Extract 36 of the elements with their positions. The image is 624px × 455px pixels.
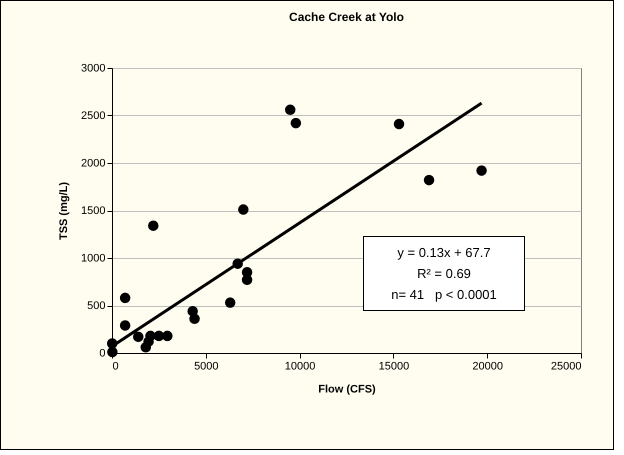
point bbox=[154, 330, 164, 342]
point bbox=[476, 165, 487, 176]
y-tick-label: 1000 bbox=[81, 252, 106, 264]
point bbox=[107, 346, 118, 358]
y-tick-label: 500 bbox=[87, 300, 106, 312]
point bbox=[290, 118, 302, 128]
annotation: n= 41 p < 0.0001 bbox=[390, 286, 498, 304]
y-tick-label: 0 bbox=[99, 348, 106, 360]
chart-title: Cache Creek at Yolo bbox=[289, 10, 404, 24]
point bbox=[189, 314, 200, 324]
point bbox=[284, 104, 296, 116]
point bbox=[238, 204, 249, 215]
annotation: y = 0.13x + 67.7 bbox=[396, 244, 492, 262]
point bbox=[133, 332, 144, 342]
point bbox=[148, 220, 159, 231]
x-tick-label: 15000 bbox=[378, 360, 410, 372]
y-tick-label: 2000 bbox=[81, 158, 106, 170]
x-tick-label: 10000 bbox=[284, 360, 316, 372]
point bbox=[242, 274, 252, 286]
x-tick-label: 25000 bbox=[550, 360, 582, 372]
x-tick-label: 5000 bbox=[194, 360, 219, 372]
annotation: R² = 0.69 bbox=[416, 265, 472, 283]
y-tick-label: 2500 bbox=[81, 110, 106, 122]
text-box: y = 0.13x + 67.7 R² = 0.69 n= 41 p < 0.0001 bbox=[363, 236, 525, 311]
x-tick-label: 20000 bbox=[472, 360, 503, 372]
point bbox=[120, 320, 130, 331]
point bbox=[394, 118, 404, 130]
point bbox=[162, 330, 173, 342]
x-tick-label: 0 bbox=[112, 360, 119, 372]
y-axis-title: TSS (mg/L) bbox=[58, 182, 70, 240]
point bbox=[224, 297, 236, 308]
x-axis-title: Flow (CFS) bbox=[318, 384, 376, 396]
y-tick-label: 1500 bbox=[81, 205, 106, 217]
point bbox=[424, 174, 434, 186]
y-tick-label: 3000 bbox=[81, 62, 106, 74]
point bbox=[120, 292, 130, 304]
